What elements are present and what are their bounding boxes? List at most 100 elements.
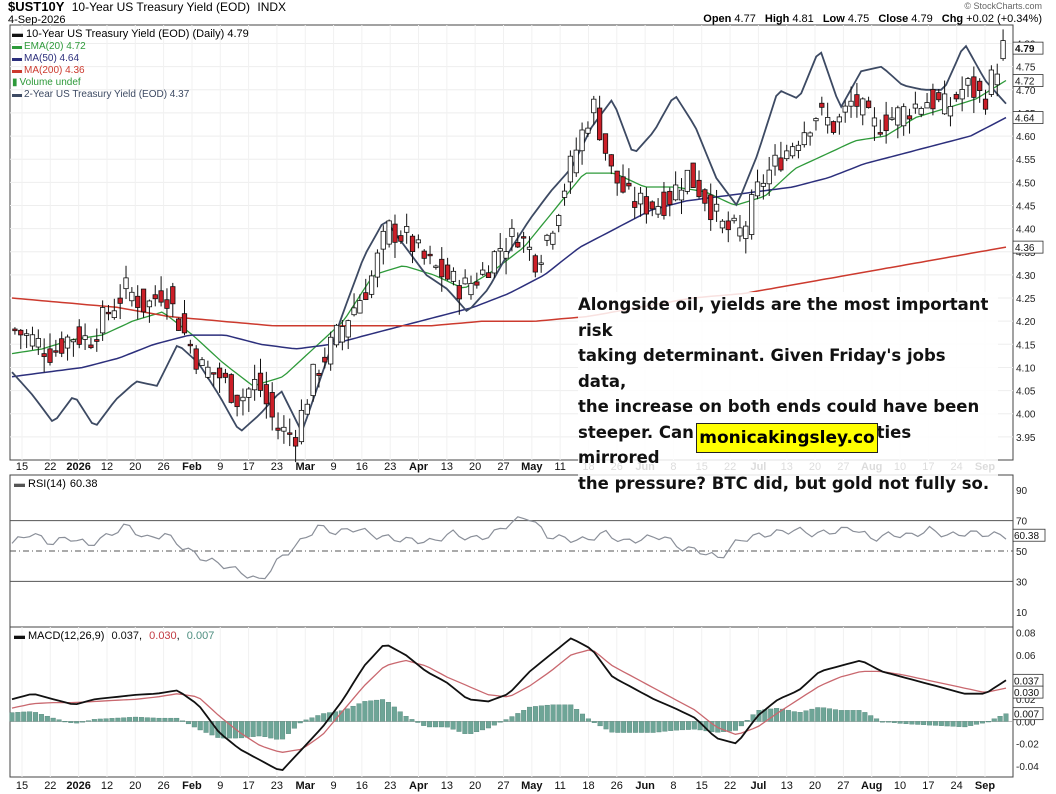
macd-histogram-bar	[938, 721, 944, 726]
x-axis-label: May	[521, 461, 543, 473]
candle-down	[41, 353, 47, 357]
macd-histogram-bar	[50, 717, 56, 722]
candle-up	[860, 98, 866, 116]
macd-histogram-bar	[909, 721, 915, 725]
candle-up	[637, 192, 644, 205]
macd-histogram-bar	[85, 720, 91, 722]
candle-down	[597, 107, 603, 141]
candle-up	[281, 426, 287, 432]
candle-up	[123, 277, 129, 290]
macd-histogram-bar	[838, 710, 844, 722]
candle-up	[965, 78, 971, 86]
macd-histogram-bar	[480, 721, 486, 731]
candle-up	[310, 363, 316, 396]
candle-up	[848, 100, 854, 107]
rsi-panel-frame	[9, 474, 1014, 628]
macd-histogram-bar	[944, 721, 950, 727]
macd-histogram-bar	[368, 700, 374, 722]
macd-histogram-bar	[174, 717, 180, 722]
x-axis-label: Jul	[750, 780, 766, 792]
x-axis-label: 22	[44, 461, 56, 473]
candle-down	[702, 189, 708, 204]
candle-down	[53, 350, 59, 353]
macd-histogram-bar	[397, 711, 403, 722]
candle-up	[468, 283, 474, 296]
candle-up	[889, 117, 895, 120]
macd-histogram-bar	[297, 721, 303, 724]
last-value-tag-label: 4.36	[1015, 243, 1035, 254]
candle-down	[819, 102, 825, 108]
candle-up	[807, 132, 813, 137]
candle-up	[480, 269, 486, 275]
macd-histogram-bar	[33, 712, 39, 722]
candle-up	[941, 93, 948, 115]
price-tick-label: 4.15	[1016, 340, 1036, 351]
macd-histogram-bar	[262, 721, 268, 737]
candle-up	[901, 106, 907, 127]
candle-up	[684, 169, 690, 192]
macd-histogram-bar	[468, 721, 474, 734]
candle-down	[953, 94, 959, 100]
last-value-tag-label: 4.79	[1015, 44, 1035, 55]
macd-histogram-bar	[438, 721, 444, 728]
x-axis-label: 17	[242, 461, 254, 473]
macd-histogram-bar	[627, 721, 633, 733]
candle-up	[655, 206, 661, 215]
candle-down	[626, 182, 632, 187]
macd-histogram-bar	[821, 707, 827, 722]
macd-histogram-bar	[727, 721, 733, 732]
candle-up	[146, 300, 153, 308]
candle-up	[813, 118, 819, 122]
candle-down	[520, 236, 527, 239]
macd-histogram-bar	[227, 721, 233, 739]
macd-histogram-bar	[921, 721, 927, 725]
rsi-tick-label: 70	[1016, 517, 1028, 528]
macd-histogram-bar	[268, 721, 274, 739]
candle-up	[129, 291, 135, 302]
last-value-tag: 4.79	[1012, 41, 1044, 55]
x-axis-label: 20	[129, 780, 141, 792]
price-tick-label: 4.55	[1016, 155, 1036, 166]
macd-histogram-bar	[380, 699, 386, 722]
x-axis-label: 27	[497, 780, 509, 792]
macd-histogram-bar	[903, 721, 909, 725]
price-tick-label: 4.10	[1016, 363, 1036, 374]
macd-last-tag-label: 0.037	[1014, 676, 1039, 687]
macd-histogram-bar	[497, 721, 503, 723]
macd-histogram-bar	[450, 721, 456, 730]
candle-up	[737, 227, 743, 237]
candle-down	[661, 191, 667, 216]
macd-histogram-bar	[456, 721, 462, 732]
candle-up	[415, 239, 421, 244]
candle-down	[474, 281, 480, 286]
x-axis-label: Aug	[861, 780, 882, 792]
rsi-tick-label: 50	[1016, 547, 1028, 558]
candle-down	[222, 372, 229, 378]
candle-down	[830, 121, 837, 133]
last-value-tag-box	[1012, 240, 1044, 254]
candle-up	[567, 155, 574, 183]
candle-down	[257, 372, 264, 391]
candle-up	[924, 102, 930, 109]
x-axis-label: 22	[44, 780, 56, 792]
x-axis-label: 15	[16, 461, 28, 473]
candle-down	[152, 294, 158, 300]
macd-histogram-bar	[427, 721, 433, 728]
x-axis-label: 17	[922, 780, 934, 792]
candle-down	[883, 114, 889, 132]
candle-down	[696, 179, 702, 198]
candle-up	[82, 335, 88, 340]
macd-histogram-bar	[950, 721, 956, 727]
candle-down	[532, 255, 538, 273]
rsi-tick-label: 90	[1016, 486, 1028, 497]
macd-histogram-bar	[885, 721, 891, 723]
last-value-tag-label: 4.64	[1015, 114, 1035, 125]
macd-histogram-bar	[615, 721, 621, 733]
last-value-tag-box	[1012, 41, 1044, 55]
macd-histogram-bar	[732, 721, 738, 731]
brand-badge[interactable]: monicakingsley.co	[696, 423, 878, 453]
candle-down	[409, 235, 416, 253]
candle-down	[690, 162, 696, 188]
macd-histogram-bar	[444, 721, 450, 728]
candle-down	[930, 89, 936, 110]
